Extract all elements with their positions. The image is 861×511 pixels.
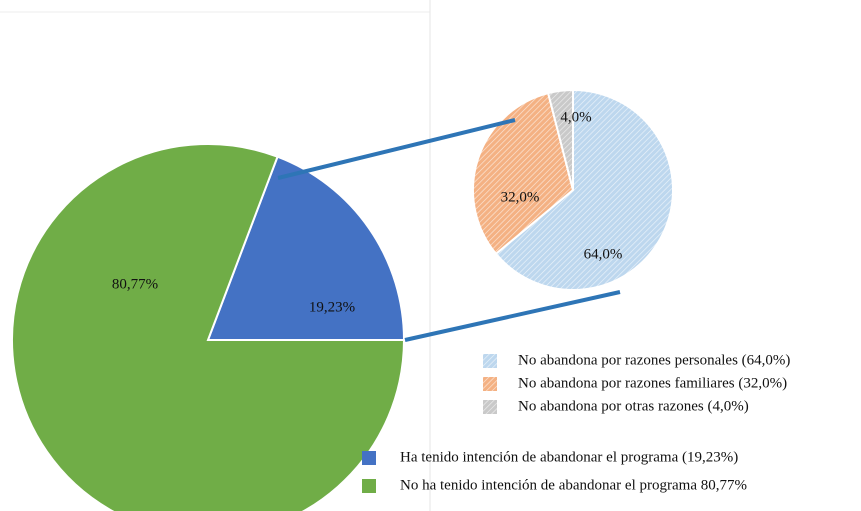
pie-slice [11,143,406,511]
legend-hatch [483,377,497,391]
legend-label: No ha tenido intención de abandonar el p… [400,477,747,493]
connector-line [404,290,621,342]
data-label: 64,0% [584,246,623,262]
legend-label: Ha tenido intención de abandonar el prog… [400,449,738,465]
slice-hatch [495,90,673,291]
legend-swatch [362,451,376,465]
legend-label: No abandona por otras razones (4,0%) [518,398,749,414]
pie-slice [206,155,406,341]
legend-label: No abandona por razones familiares (32,0… [518,375,787,391]
slice-hatch [548,90,573,190]
connector-line [277,118,516,180]
legend-swatch [362,479,376,493]
legend-label: No abandona por razones personales (64,0… [518,352,790,368]
connectors [277,118,621,342]
data-label: 32,0% [501,189,540,205]
pie [472,88,674,291]
legend-hatch [483,354,497,368]
pie [11,143,406,511]
data-label: 19,23% [309,299,355,315]
data-label: 80,77% [112,276,158,292]
slice-hatch [472,93,573,254]
data-label: 4,0% [560,109,591,125]
legend-hatch [483,400,497,414]
